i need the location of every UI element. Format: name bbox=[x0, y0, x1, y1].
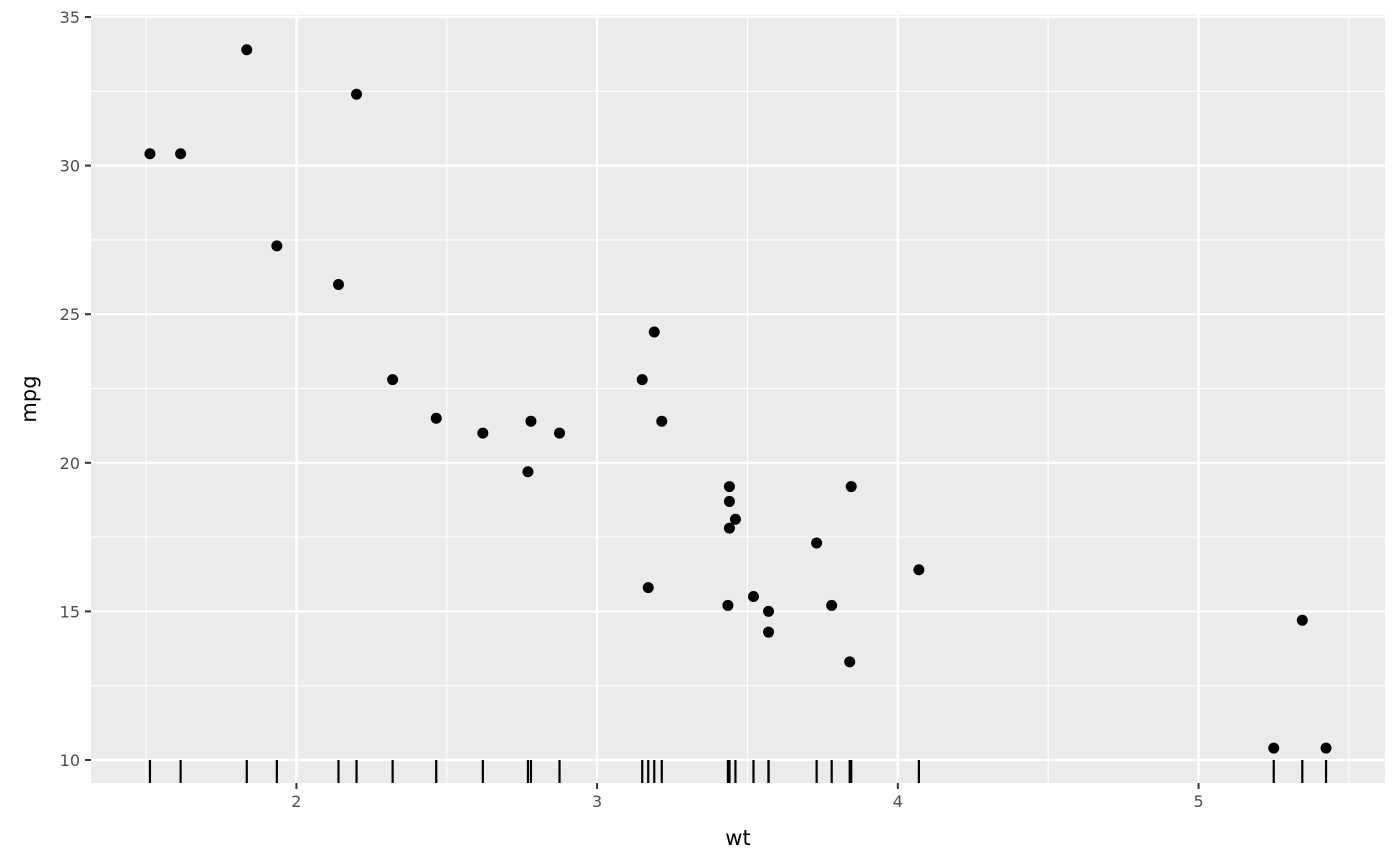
data-point bbox=[722, 599, 734, 611]
x-axis-title: wt bbox=[725, 826, 750, 850]
data-point bbox=[554, 427, 566, 439]
data-point bbox=[525, 415, 537, 427]
data-point bbox=[747, 591, 759, 603]
data-point bbox=[844, 656, 856, 668]
data-point bbox=[175, 148, 187, 160]
x-tick-label: 5 bbox=[1193, 792, 1203, 811]
grid-lines bbox=[91, 14, 1385, 783]
data-point bbox=[723, 522, 735, 534]
y-axis-title: mpg bbox=[17, 375, 41, 422]
data-point bbox=[1296, 614, 1308, 626]
data-point bbox=[913, 564, 925, 576]
data-point bbox=[241, 44, 253, 56]
data-point bbox=[332, 278, 344, 290]
data-point bbox=[1268, 742, 1280, 754]
x-tick-label: 2 bbox=[291, 792, 301, 811]
data-point bbox=[636, 374, 648, 386]
data-point bbox=[351, 88, 363, 100]
y-tick-label: 25 bbox=[60, 305, 80, 324]
data-point bbox=[387, 374, 399, 386]
y-tick-label: 10 bbox=[60, 751, 80, 770]
data-point bbox=[144, 148, 156, 160]
y-tick-label: 20 bbox=[60, 454, 80, 473]
data-point bbox=[522, 466, 534, 478]
y-tick-label: 35 bbox=[60, 8, 80, 27]
y-tick-label: 15 bbox=[60, 602, 80, 621]
plot-panel bbox=[91, 14, 1385, 784]
points bbox=[144, 44, 1332, 754]
data-point bbox=[763, 605, 775, 617]
x-tick-label: 4 bbox=[893, 792, 903, 811]
x-rug bbox=[148, 760, 1328, 783]
data-point bbox=[723, 495, 735, 507]
data-point bbox=[642, 582, 654, 594]
data-point bbox=[477, 427, 489, 439]
data-point bbox=[845, 481, 857, 493]
axes: 2 3 4 5 10 15 20 25 30 35 bbox=[60, 8, 1204, 811]
data-point bbox=[271, 240, 283, 252]
x-tick-label: 3 bbox=[592, 792, 602, 811]
data-point bbox=[656, 415, 668, 427]
data-point bbox=[763, 626, 775, 638]
data-point bbox=[811, 537, 823, 549]
data-point bbox=[729, 513, 741, 525]
data-point bbox=[826, 599, 838, 611]
data-point bbox=[648, 326, 660, 338]
data-point bbox=[723, 481, 735, 493]
data-point bbox=[1320, 742, 1332, 754]
y-tick-label: 30 bbox=[60, 157, 80, 176]
data-point bbox=[430, 412, 442, 424]
